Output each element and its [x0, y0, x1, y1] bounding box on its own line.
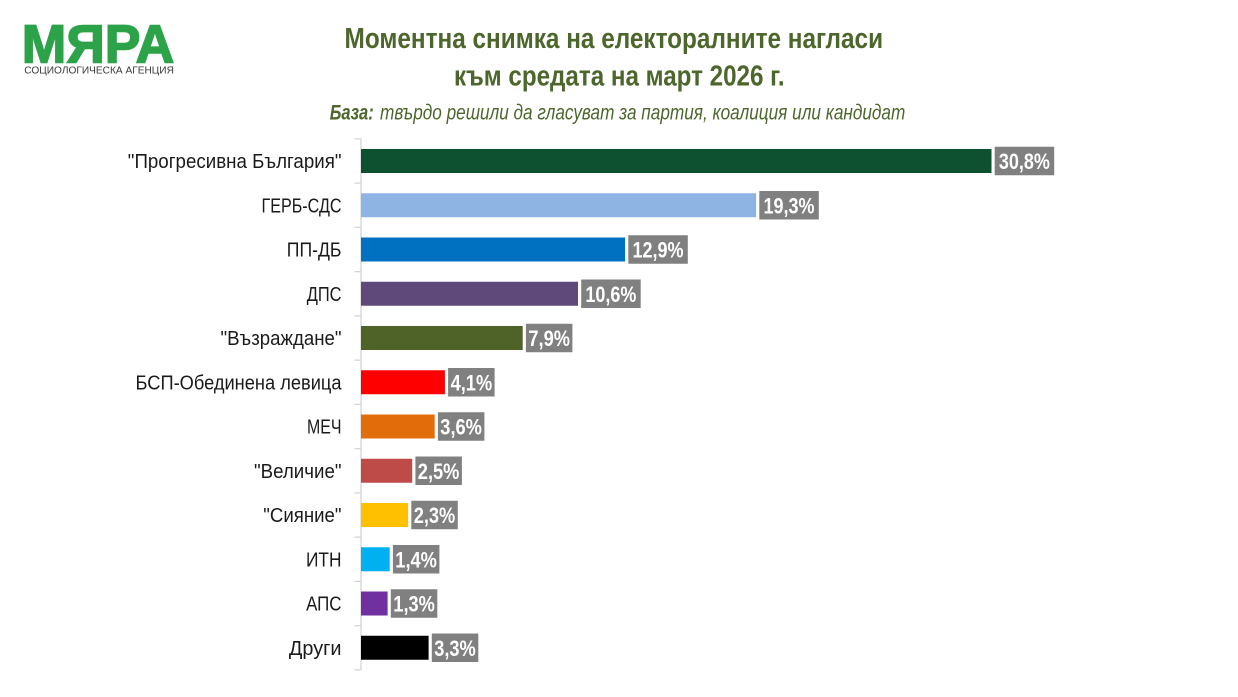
svg-text:7,9%: 7,9% — [528, 326, 570, 351]
svg-text:2,5%: 2,5% — [418, 459, 460, 484]
svg-text:към средата на март 2026 г.: към средата на март 2026 г. — [454, 61, 785, 93]
svg-text:ПП-ДБ: ПП-ДБ — [287, 239, 342, 262]
svg-text:3,3%: 3,3% — [434, 636, 476, 661]
svg-text:"Сияние": "Сияние" — [263, 504, 341, 527]
svg-text:3,6%: 3,6% — [440, 415, 482, 440]
svg-text:12,9%: 12,9% — [633, 238, 684, 263]
svg-text:МЕЧ: МЕЧ — [307, 416, 342, 439]
svg-text:ГЕРБ-СДС: ГЕРБ-СДС — [262, 194, 342, 217]
svg-text:СОЦИОЛОГИЧЕСКА АГЕНЦИЯ: СОЦИОЛОГИЧЕСКА АГЕНЦИЯ — [24, 65, 174, 76]
svg-text:19,3%: 19,3% — [764, 193, 815, 218]
svg-text:МЯРА: МЯРА — [22, 14, 175, 74]
svg-text:Други: Други — [289, 637, 342, 660]
svg-text:10,6%: 10,6% — [585, 282, 636, 307]
svg-text:"Възраждане": "Възраждане" — [221, 327, 342, 350]
svg-text:1,3%: 1,3% — [393, 592, 435, 617]
svg-text:2,3%: 2,3% — [414, 503, 456, 528]
svg-text:АПС: АПС — [306, 593, 342, 616]
svg-text:30,8%: 30,8% — [999, 149, 1050, 174]
svg-text:4,1%: 4,1% — [451, 370, 493, 395]
svg-text:твърдо решили да гласуват за п: твърдо решили да гласуват за партия, коа… — [380, 101, 905, 124]
svg-text:ИТН: ИТН — [306, 548, 342, 571]
svg-text:БСП-Обединена левица: БСП-Обединена левица — [136, 371, 343, 394]
svg-text:"Прогресивна България": "Прогресивна България" — [128, 150, 342, 173]
svg-text:ДПС: ДПС — [307, 283, 342, 306]
svg-text:Моментна снимка на електорални: Моментна снимка на електоралните нагласи — [345, 23, 884, 55]
svg-text:"Величие": "Величие" — [254, 460, 342, 483]
svg-text:База:: База: — [330, 101, 374, 124]
svg-text:1,4%: 1,4% — [395, 547, 437, 572]
